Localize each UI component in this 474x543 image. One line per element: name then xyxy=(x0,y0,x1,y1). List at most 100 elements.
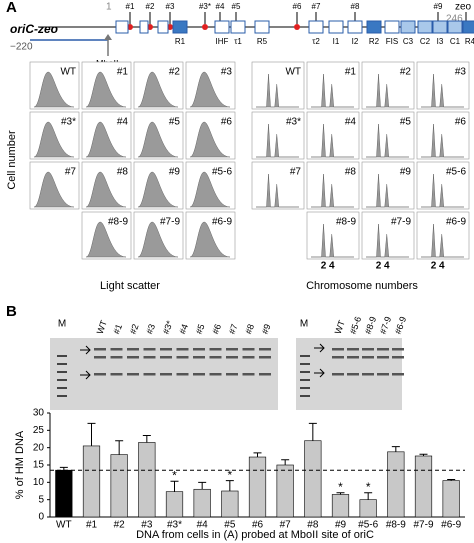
binding-box xyxy=(328,20,344,34)
mutation-label: #1 xyxy=(126,2,135,11)
gel-band xyxy=(176,356,189,359)
x-tick-label: #7-9 xyxy=(413,520,433,531)
sample-label: #2 xyxy=(400,67,412,78)
mutation-label: #3 xyxy=(166,2,175,11)
sample-label: #9 xyxy=(169,167,181,178)
gel-arrow xyxy=(314,343,325,378)
gel-band xyxy=(362,356,374,359)
x-tick-label: #8 xyxy=(307,520,319,531)
gel-marker: M xyxy=(58,319,66,330)
region-box xyxy=(157,20,169,34)
y-tick-label: 20 xyxy=(33,442,45,453)
lane-label: #8 xyxy=(243,323,256,336)
error-bar xyxy=(142,435,151,443)
y-tick-label: 25 xyxy=(33,425,45,436)
start-label: 1 xyxy=(106,2,112,13)
binding-box xyxy=(366,20,382,34)
error-bar xyxy=(419,453,428,456)
bar xyxy=(221,490,239,518)
error-bar xyxy=(59,466,68,471)
lane-label: #9 xyxy=(260,323,273,336)
gel-band xyxy=(259,348,271,351)
marker-band xyxy=(57,371,67,373)
error-bar xyxy=(336,492,345,495)
histogram-curve xyxy=(311,123,354,158)
gel-band xyxy=(347,348,359,351)
mutation-dot xyxy=(202,24,208,30)
sample-label: #1 xyxy=(117,67,129,78)
sample-label: #7-9 xyxy=(160,217,180,228)
end-label: 246 xyxy=(446,14,463,25)
histogram-curve xyxy=(366,73,409,108)
gel-band xyxy=(392,356,404,359)
sample-label: #4 xyxy=(345,117,357,128)
sample-label: #7 xyxy=(290,167,302,178)
error-bar xyxy=(391,446,400,452)
sample-label: #3 xyxy=(221,67,233,78)
histogram-curve xyxy=(85,171,127,208)
sample-label: #2 xyxy=(169,67,181,78)
bar xyxy=(138,442,156,518)
significance: * xyxy=(338,480,343,494)
box-label: I1 xyxy=(333,37,340,46)
histogram-curve xyxy=(189,171,231,208)
marker-band xyxy=(57,395,67,397)
gel-band xyxy=(392,373,404,376)
error-bar xyxy=(225,480,234,491)
gel-band xyxy=(143,373,156,376)
box-label: R4 xyxy=(465,37,474,46)
y-axis-label: Cell number xyxy=(6,130,18,190)
binding-box xyxy=(447,20,463,34)
bar xyxy=(387,451,405,518)
bar xyxy=(359,499,377,518)
chromosome-tick: 2 xyxy=(321,261,327,272)
marker-band xyxy=(300,387,310,389)
marker-band xyxy=(57,387,67,389)
lane-label: #7-9 xyxy=(378,315,394,335)
gel-band xyxy=(193,348,205,351)
bar xyxy=(304,440,322,518)
gel-band xyxy=(143,356,156,359)
gel-marker: M xyxy=(300,319,308,330)
box-label: τ2 xyxy=(312,37,320,46)
lane-label: #4 xyxy=(177,323,190,336)
significance: * xyxy=(172,468,177,482)
x-tick-label: #3* xyxy=(167,520,182,531)
gel-band xyxy=(127,356,139,359)
panel-label: B xyxy=(6,303,17,320)
binding-box xyxy=(230,20,246,34)
sample-label: #5-6 xyxy=(212,167,232,178)
box-label: FIS xyxy=(386,37,398,46)
box-label: I2 xyxy=(352,37,359,46)
y-tick-label: 10 xyxy=(33,477,45,488)
error-bar xyxy=(364,492,373,500)
lane-label: #3* xyxy=(161,319,175,336)
error-bar xyxy=(281,459,290,465)
sample-label: #3* xyxy=(286,117,301,128)
gel-band xyxy=(362,373,374,376)
gel-band xyxy=(127,373,139,376)
histogram-curve xyxy=(137,171,179,208)
y-tick-label: 0 xyxy=(38,512,44,523)
gel-band xyxy=(347,356,359,359)
lane-label: #6-9 xyxy=(393,315,409,335)
error-bar xyxy=(115,440,124,455)
box-label: τ1 xyxy=(234,37,242,46)
histogram-curve xyxy=(33,71,75,108)
x-axis-label: DNA from cells in (A) probed at MboII si… xyxy=(136,529,374,541)
gel-band xyxy=(332,356,344,359)
bar xyxy=(414,455,433,518)
lane-label: #3 xyxy=(144,323,157,336)
histogram-curve xyxy=(137,71,179,108)
box-label: C1 xyxy=(450,37,461,46)
left-label: −220 xyxy=(10,42,33,53)
sample-label: WT xyxy=(60,67,76,78)
error-bar xyxy=(87,422,96,446)
histogram-curve xyxy=(366,223,409,258)
x-tick-label: #6-9 xyxy=(441,520,461,531)
binding-box xyxy=(347,20,363,34)
sample-label: #3 xyxy=(455,67,467,78)
site-arrowhead xyxy=(104,34,112,40)
histogram-curve xyxy=(256,73,299,108)
bar xyxy=(331,494,350,518)
